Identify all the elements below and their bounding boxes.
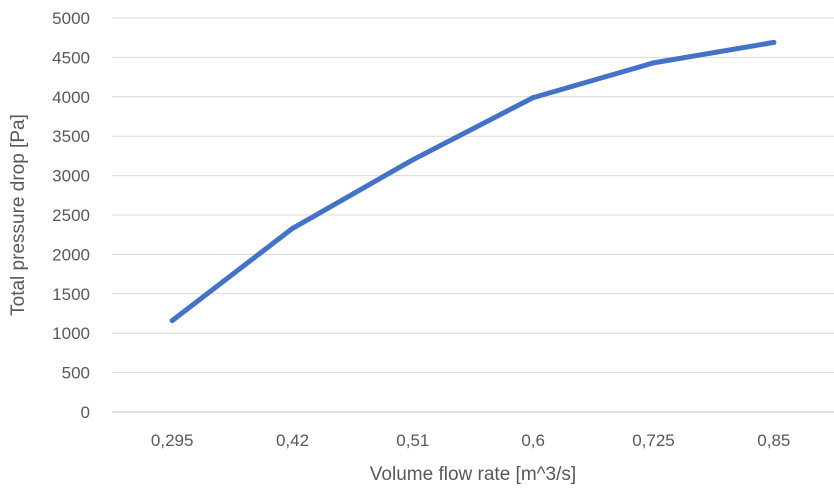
- data-point: [530, 95, 536, 101]
- y-tick-label: 5000: [52, 9, 90, 28]
- series-line: [169, 39, 777, 324]
- data-point: [410, 157, 416, 163]
- y-tick-label: 3500: [52, 127, 90, 146]
- y-tick-label: 1500: [52, 285, 90, 304]
- y-tick-label: 2000: [52, 245, 90, 264]
- y-tick-label: 4500: [52, 48, 90, 67]
- x-tick-labels: 0,295 0,42 0,51 0,6 0,725 0,85: [151, 431, 790, 450]
- data-point: [290, 225, 295, 231]
- data-point: [169, 318, 175, 324]
- x-tick-label: 0,725: [632, 431, 675, 450]
- y-axis-title: Total pressure drop [Pa]: [8, 114, 29, 316]
- y-tick-label: 2500: [52, 206, 90, 225]
- y-tick-label: 0: [81, 403, 90, 422]
- y-tick-labels: 0 500 1000 1500 2000 2500 3000 3500 4000 4500 5000: [52, 9, 90, 422]
- y-tick-label: 500: [62, 364, 90, 383]
- x-tick-label: 0,51: [396, 431, 429, 450]
- data-point: [651, 60, 656, 66]
- x-axis-title: Volume flow rate [m^3/s]: [370, 464, 576, 485]
- y-tick-label: 3000: [52, 167, 90, 186]
- x-tick-label: 0,42: [276, 431, 309, 450]
- x-tick-label: 0,295: [151, 431, 194, 450]
- y-tick-label: 1000: [52, 324, 90, 343]
- y-gridlines: [112, 17, 834, 374]
- series-group: [169, 39, 777, 324]
- x-tick-label: 0,6: [521, 431, 545, 450]
- data-point: [771, 39, 777, 45]
- x-tick-label: 0,85: [757, 431, 790, 450]
- y-tick-label: 4000: [52, 88, 90, 107]
